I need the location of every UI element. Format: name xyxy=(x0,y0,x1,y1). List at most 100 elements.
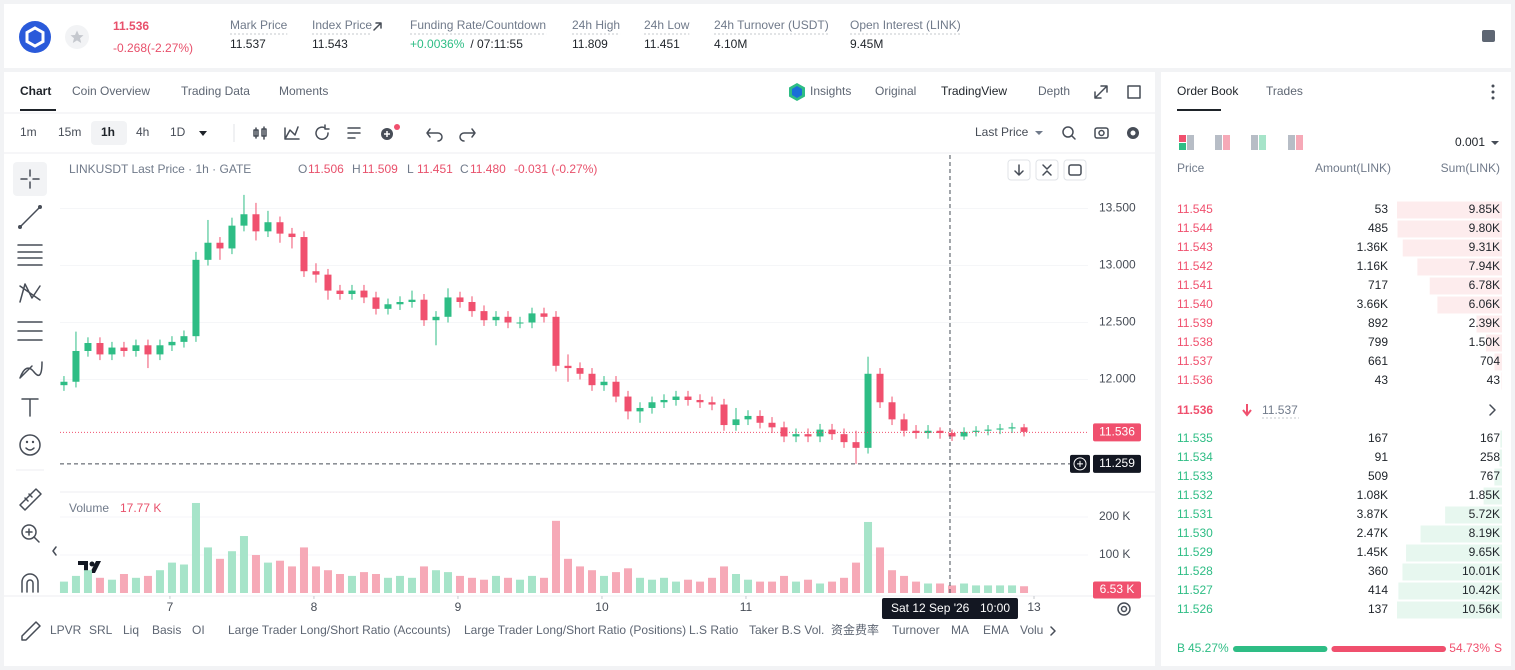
drawing-toolbar[interactable] xyxy=(13,162,47,641)
crosshair-time-box xyxy=(881,598,1018,619)
book-price: 11.527 xyxy=(1177,583,1213,597)
volume-bar xyxy=(924,583,933,593)
legend-key: H xyxy=(352,162,361,176)
volume-bar xyxy=(215,558,224,593)
book-amount: 1.36K xyxy=(1357,240,1388,254)
tradingview-logo xyxy=(75,552,105,582)
pane-buttons[interactable] xyxy=(1007,159,1087,181)
more-icon[interactable] xyxy=(1491,84,1495,100)
volume-bar xyxy=(648,579,657,593)
index-link-icon[interactable] xyxy=(373,22,382,31)
candle-body xyxy=(156,345,164,355)
tab[interactable]: Moments xyxy=(279,84,328,98)
volume-bar xyxy=(263,562,272,593)
book-amount: 414 xyxy=(1368,583,1388,597)
dropdown-arrow[interactable] xyxy=(199,131,207,136)
book-sum: 9.65K xyxy=(1469,545,1500,559)
interval[interactable]: 4h xyxy=(136,125,149,139)
crosshair-price: 11.259 xyxy=(1099,456,1135,470)
candle-body xyxy=(768,422,776,428)
indicator[interactable]: Large Trader Long/Short Ratio (Accounts) xyxy=(228,623,451,637)
collapse-toolbar[interactable] xyxy=(52,546,57,556)
indicator[interactable]: LPVR xyxy=(50,623,82,637)
favorite-star[interactable] xyxy=(65,25,89,49)
book-price: 11.539 xyxy=(1177,316,1213,330)
book-price: 11.532 xyxy=(1177,488,1213,502)
book-sum: 6.06K xyxy=(1469,297,1500,311)
crosshair-plus[interactable] xyxy=(1073,457,1087,471)
book-layout-icons[interactable] xyxy=(1179,135,1303,150)
stat-label: 24h Low xyxy=(644,18,690,32)
price-type[interactable]: Last Price xyxy=(975,125,1029,139)
fullscreen-icon[interactable] xyxy=(1094,85,1108,99)
interval[interactable]: 1D xyxy=(170,125,186,139)
tab[interactable]: Coin Overview xyxy=(72,84,150,98)
candle-body xyxy=(516,322,524,324)
x-tick-label: 10 xyxy=(595,600,609,614)
book-amount: 53 xyxy=(1375,202,1389,216)
precision[interactable]: 0.001 xyxy=(1455,135,1485,149)
candle-body xyxy=(720,404,728,426)
indicator[interactable]: Basis xyxy=(152,623,181,637)
volume-bar xyxy=(395,575,404,593)
indicator[interactable]: Turnover xyxy=(892,623,940,637)
book-sum: 10.56K xyxy=(1462,602,1500,616)
chart-actions[interactable] xyxy=(1062,126,1139,140)
legend-key: O xyxy=(298,162,307,176)
candle-body xyxy=(948,433,956,437)
book-sum: 1.85K xyxy=(1469,488,1500,502)
interval[interactable]: 1m xyxy=(20,125,37,139)
dropdown-arrow[interactable] xyxy=(1491,141,1499,145)
view-tab[interactable]: Depth xyxy=(1038,84,1070,98)
last-price-box xyxy=(1093,423,1141,442)
interval[interactable]: 15m xyxy=(58,125,81,139)
indicator[interactable]: Volu xyxy=(1020,623,1043,637)
book-price: 11.536 xyxy=(1177,373,1213,387)
depth-bar xyxy=(1429,277,1502,295)
view-tab[interactable]: Insights xyxy=(810,84,851,98)
book-tab[interactable]: Trades xyxy=(1266,84,1303,98)
tab[interactable]: Chart xyxy=(20,84,51,98)
view-tab[interactable]: TradingView xyxy=(941,84,1007,98)
header-menu-icon[interactable] xyxy=(1482,30,1495,42)
window-icon[interactable] xyxy=(1127,85,1141,99)
book-tab[interactable]: Order Book xyxy=(1177,84,1239,98)
legend-value: 11.506 xyxy=(308,162,344,176)
indicator[interactable]: Liq xyxy=(123,623,139,637)
dropdown-arrow[interactable] xyxy=(1035,131,1043,135)
view-tab[interactable]: Original xyxy=(875,84,916,98)
book-price: 11.543 xyxy=(1177,240,1213,254)
indicator[interactable]: EMA xyxy=(983,623,1009,637)
candle-body xyxy=(864,373,872,448)
volume-bar xyxy=(936,583,945,593)
candle-body xyxy=(192,259,200,337)
book-amount: 485 xyxy=(1368,221,1388,235)
scroll-right[interactable] xyxy=(1050,626,1056,636)
depth-bar xyxy=(1398,582,1502,600)
candle-body xyxy=(168,341,176,346)
volume-bar xyxy=(672,581,681,593)
indicator[interactable]: L.S Ratio xyxy=(689,623,739,637)
indicator[interactable]: SRL xyxy=(89,623,113,637)
axis-settings-icon[interactable] xyxy=(1117,602,1131,616)
book-price: 11.533 xyxy=(1177,469,1213,483)
candle-body xyxy=(456,297,464,302)
indicator[interactable]: Large Trader Long/Short Ratio (Positions… xyxy=(464,623,686,637)
book-amount: 167 xyxy=(1368,431,1388,445)
indicator[interactable]: OI xyxy=(192,623,205,637)
volume-bar xyxy=(155,570,164,593)
indicator[interactable]: Taker B.S Vol. xyxy=(749,623,824,637)
candle-body xyxy=(504,316,512,323)
indicator[interactable]: MA xyxy=(951,623,969,637)
chart-tools[interactable] xyxy=(253,124,476,142)
book-sum: 43 xyxy=(1487,373,1501,387)
volume-bar xyxy=(684,579,693,593)
interval[interactable]: 1h xyxy=(101,125,115,139)
chevron[interactable] xyxy=(1489,404,1496,416)
crosshair-plus-sign[interactable] xyxy=(1077,460,1083,467)
indicator[interactable]: 资金费率 xyxy=(831,622,879,637)
depth-bar xyxy=(1494,468,1502,486)
volume-bar xyxy=(864,521,873,593)
volume-bar xyxy=(455,575,464,593)
tab[interactable]: Trading Data xyxy=(181,84,250,98)
